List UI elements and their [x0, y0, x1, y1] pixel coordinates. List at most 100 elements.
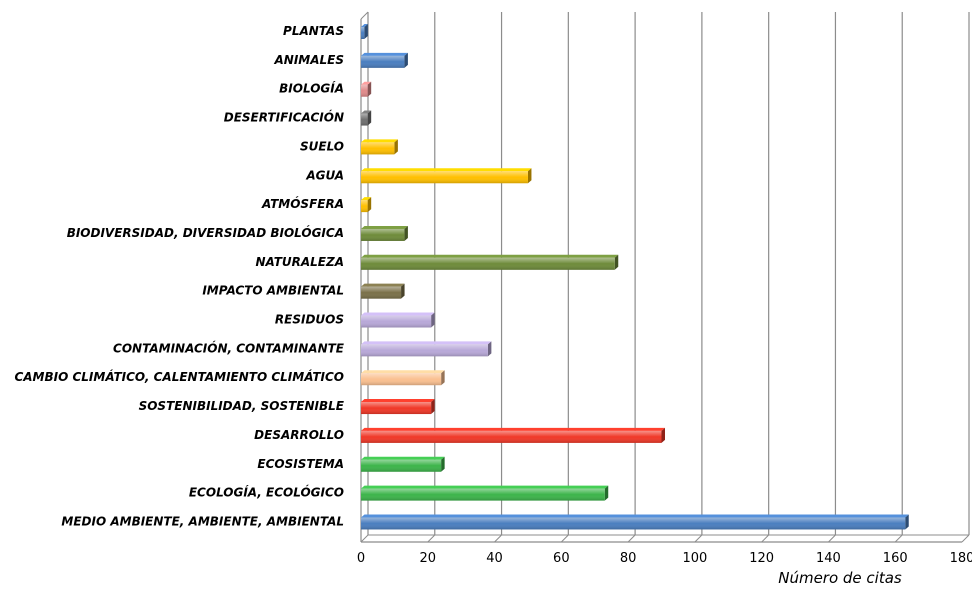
- bar-highlight: [361, 228, 405, 241]
- bar: [361, 514, 909, 530]
- x-axis-label: Número de citas: [778, 569, 902, 587]
- category-label: SUELO: [300, 139, 344, 153]
- x-tick-label: 120: [749, 551, 774, 566]
- gridlines: [360, 11, 970, 543]
- bar-top: [361, 341, 492, 345]
- bar-top: [361, 197, 372, 201]
- x-tick-label: 0: [357, 551, 365, 566]
- bar: [361, 168, 532, 184]
- bar-highlight: [361, 488, 605, 501]
- bar-top: [361, 81, 372, 85]
- category-label: CONTAMINACIÓN, CONTAMINANTE: [113, 340, 345, 355]
- bar-highlight: [361, 113, 368, 126]
- x-tick-label: 180: [950, 551, 972, 566]
- category-label: IMPACTO AMBIENTAL: [202, 284, 344, 298]
- floor-line-160: [894, 534, 903, 543]
- category-label: ECOSISTEMA: [257, 457, 344, 471]
- bar-top: [361, 427, 665, 431]
- bar: [361, 312, 435, 328]
- bar: [361, 427, 665, 443]
- x-tick-label: 60: [553, 551, 570, 566]
- bar-end: [527, 168, 532, 184]
- category-label: DESARROLLO: [254, 428, 344, 442]
- x-tick-label: 80: [620, 551, 637, 566]
- x-tick-label: 100: [682, 551, 707, 566]
- bar-top: [361, 110, 372, 114]
- bar: [361, 456, 445, 472]
- bar: [361, 197, 372, 213]
- bar-highlight: [361, 315, 432, 328]
- category-label: BIOLOGÍA: [279, 81, 344, 96]
- bar-highlight: [361, 402, 432, 415]
- x-tick-label: 140: [816, 551, 841, 566]
- bar-end: [367, 110, 372, 126]
- bar-end: [604, 485, 609, 501]
- category-label: MEDIO AMBIENTE, AMBIENTE, AMBIENTAL: [61, 514, 344, 528]
- x-tick-label: 20: [420, 551, 437, 566]
- bar-top: [361, 254, 619, 258]
- bar: [361, 110, 372, 126]
- floor-line-180: [961, 534, 970, 543]
- bar: [361, 283, 405, 299]
- bar-end: [401, 283, 405, 299]
- bar-end: [441, 370, 445, 386]
- bar-top: [361, 514, 909, 518]
- bar-end: [431, 312, 435, 328]
- bar-highlight: [361, 55, 405, 68]
- category-label: NATURALEZA: [256, 255, 344, 269]
- bar-top: [361, 225, 408, 229]
- bar-end: [905, 514, 909, 530]
- category-label: ANIMALES: [273, 53, 344, 67]
- category-label: ATMÓSFERA: [261, 196, 344, 211]
- category-label: ECOLOGÍA, ECOLÓGICO: [189, 485, 344, 500]
- bar-end: [661, 427, 665, 443]
- bar-end: [614, 254, 619, 270]
- bar-end: [367, 197, 372, 213]
- bar-end: [441, 456, 445, 472]
- bar-end: [394, 139, 398, 155]
- bar: [361, 370, 445, 386]
- bar-highlight: [361, 430, 662, 443]
- bar-highlight: [361, 171, 528, 184]
- category-label: BIODIVERSIDAD, DIVERSIDAD BIOLÓGICA: [67, 225, 344, 240]
- category-label: RESIDUOS: [275, 313, 344, 327]
- bar-highlight: [361, 257, 615, 270]
- bar: [361, 139, 398, 155]
- category-label: AGUA: [305, 168, 344, 182]
- bar-top: [361, 485, 609, 489]
- bar-highlight: [361, 517, 906, 530]
- category-label: DESERTIFICACIÓN: [224, 110, 344, 125]
- floor-line-100: [694, 534, 703, 543]
- bar-highlight: [361, 84, 368, 97]
- x-tick-label: 40: [486, 551, 503, 566]
- category-label: SOSTENIBILIDAD, SOSTENIBLE: [139, 399, 345, 413]
- bar-top: [361, 168, 532, 172]
- x-tick-label: 160: [883, 551, 908, 566]
- floor-line-80: [627, 534, 636, 543]
- bar-top: [361, 399, 435, 403]
- bar-highlight: [361, 373, 442, 386]
- bar: [361, 24, 368, 39]
- bar-end: [367, 81, 372, 97]
- bar-end: [487, 341, 492, 357]
- bar-end: [404, 52, 408, 68]
- bar-highlight: [361, 286, 402, 299]
- category-label: CAMBIO CLIMÁTICO, CALENTAMIENTO CLIMÁTIC…: [14, 369, 344, 384]
- bar-end: [404, 225, 408, 241]
- floor-line-140: [828, 534, 836, 543]
- bar-top: [361, 139, 398, 143]
- floor-line-40: [494, 534, 502, 543]
- bar-highlight: [361, 27, 365, 39]
- bar-highlight: [361, 200, 368, 213]
- category-labels: PLANTAS ANIMALES BIOLOGÍA DESERTIFICACIÓN SU…: [14, 24, 344, 528]
- bar-top: [361, 283, 405, 287]
- bar-top: [361, 312, 435, 316]
- floor-line-20: [427, 534, 436, 543]
- bar-end: [431, 399, 435, 415]
- bar-highlight: [361, 142, 395, 155]
- bar-top: [361, 370, 445, 374]
- x-tick-labels: 0 20 40 60 80 100 120 140 160 180: [357, 551, 972, 566]
- bar-highlight: [361, 459, 442, 472]
- bar: [361, 81, 372, 97]
